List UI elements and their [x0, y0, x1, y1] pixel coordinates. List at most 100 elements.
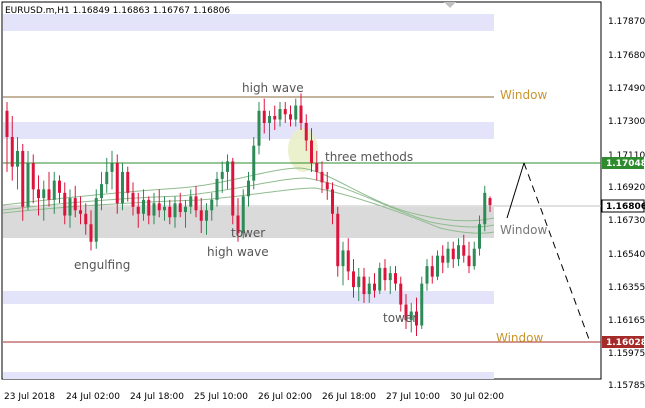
- bullish-candle: [278, 109, 282, 120]
- price-tick: 1.16540: [608, 250, 645, 260]
- bearish-candle: [194, 196, 198, 211]
- annotation-high-wave-bottom: high wave: [207, 245, 269, 259]
- bearish-candle: [320, 171, 324, 183]
- bearish-candle: [346, 250, 350, 272]
- bearish-candle: [236, 215, 240, 233]
- annotation-window-bottom: Window: [496, 331, 544, 345]
- time-tick: 27 Jul 10:00: [386, 392, 440, 402]
- plot-frame: [1, 1, 602, 380]
- bullish-candle: [163, 206, 166, 211]
- chart-shift-marker-icon[interactable]: [444, 2, 456, 8]
- bearish-candle: [126, 171, 130, 193]
- bearish-candle: [147, 199, 151, 216]
- resistance-price-badge: [602, 157, 644, 169]
- time-tick: 26 Jul 02:00: [258, 392, 312, 402]
- annotation-high-wave-top: high wave: [242, 81, 304, 95]
- bearish-candle: [157, 203, 161, 211]
- bullish-candle: [226, 161, 229, 172]
- bearish-candle: [394, 273, 397, 284]
- bullish-candle: [220, 171, 224, 179]
- bearish-candle: [84, 213, 88, 225]
- time-axis[interactable]: 23 Jul 2018 24 Jul 02:00 24 Jul 18:00 25…: [4, 392, 504, 402]
- bullish-candle: [483, 192, 487, 225]
- bearish-candle: [451, 248, 455, 260]
- bearish-candle: [273, 116, 277, 120]
- projection-down-segment: [523, 162, 591, 343]
- bullish-candle: [367, 283, 371, 295]
- bullish-candle: [472, 248, 476, 267]
- moving-averages: [2, 167, 495, 234]
- price-tick: 1.17870: [608, 17, 645, 27]
- bearish-candle: [79, 210, 82, 214]
- bearish-candle: [289, 114, 292, 120]
- bullish-candle: [184, 206, 187, 213]
- bearish-candle: [383, 267, 387, 281]
- candles-layer: [5, 93, 492, 336]
- support-price-label: 1.16028: [606, 338, 645, 348]
- bearish-candle: [310, 140, 313, 164]
- bearish-candle: [325, 182, 329, 190]
- bearish-candle: [37, 189, 40, 199]
- bullish-candle: [110, 163, 114, 172]
- bearish-candle: [231, 161, 235, 216]
- time-tick: 25 Jul 10:00: [194, 392, 248, 402]
- projection-path: [506, 162, 591, 343]
- bullish-candle: [388, 273, 392, 281]
- price-tick: 1.15975: [608, 349, 645, 359]
- bullish-candle: [425, 266, 429, 284]
- bullish-candle: [420, 283, 424, 326]
- bearish-candle: [47, 189, 51, 200]
- bullish-candle: [105, 171, 109, 185]
- bearish-candle: [5, 110, 9, 137]
- bearish-candle: [362, 276, 366, 295]
- time-tick: 26 Jul 18:00: [322, 392, 376, 402]
- bearish-candle: [21, 150, 25, 207]
- supply-zone-upper: [3, 122, 494, 139]
- bullish-candle: [26, 163, 30, 207]
- time-tick: 24 Jul 18:00: [130, 392, 184, 402]
- bullish-candle: [357, 276, 361, 288]
- bullish-candle: [257, 110, 261, 146]
- bullish-candle: [152, 203, 156, 216]
- time-tick: 30 Jul 02:00: [450, 392, 504, 402]
- bullish-candle: [173, 203, 177, 218]
- bullish-candle: [52, 180, 56, 200]
- annotation-tower-bottom: tower: [383, 311, 417, 325]
- bearish-candle: [467, 255, 471, 267]
- bullish-candle: [247, 180, 250, 197]
- price-tick: 1.17680: [608, 51, 645, 61]
- bearish-candle: [315, 163, 319, 172]
- annotation-window-mid: Window: [500, 223, 548, 237]
- bullish-candle: [100, 184, 103, 199]
- resistance-price-label: 1.17048: [606, 159, 645, 169]
- bearish-candle: [415, 311, 418, 326]
- bearish-candle: [299, 105, 303, 124]
- bullish-candle: [457, 245, 460, 260]
- bearish-candle: [262, 110, 266, 124]
- ma-slow: [2, 187, 495, 234]
- bullish-candle: [142, 199, 145, 214]
- bearish-candle: [115, 163, 119, 204]
- three-methods-highlight: [288, 128, 318, 172]
- projection-up-segment: [506, 162, 525, 219]
- bullish-candle: [210, 199, 214, 211]
- bearish-candle: [331, 189, 334, 214]
- bullish-candle: [42, 189, 46, 199]
- price-tick: 1.16920: [608, 183, 645, 193]
- price-axis[interactable]: 1.17870 1.17680 1.17490 1.17300 1.17110 …: [601, 17, 645, 391]
- bullish-candle: [68, 198, 72, 216]
- price-tick: 1.16165: [608, 316, 645, 326]
- bullish-candle: [241, 196, 245, 233]
- bullish-candle: [409, 311, 413, 321]
- bearish-candle: [488, 198, 492, 206]
- demand-zone-bottom: [3, 372, 494, 379]
- bullish-candle: [215, 178, 219, 200]
- time-tick: 24 Jul 02:00: [66, 392, 120, 402]
- bearish-candle: [352, 271, 355, 288]
- bullish-candle: [478, 224, 481, 249]
- zones-layer: [3, 14, 494, 379]
- bullish-candle: [341, 250, 345, 267]
- bullish-candle: [446, 248, 450, 263]
